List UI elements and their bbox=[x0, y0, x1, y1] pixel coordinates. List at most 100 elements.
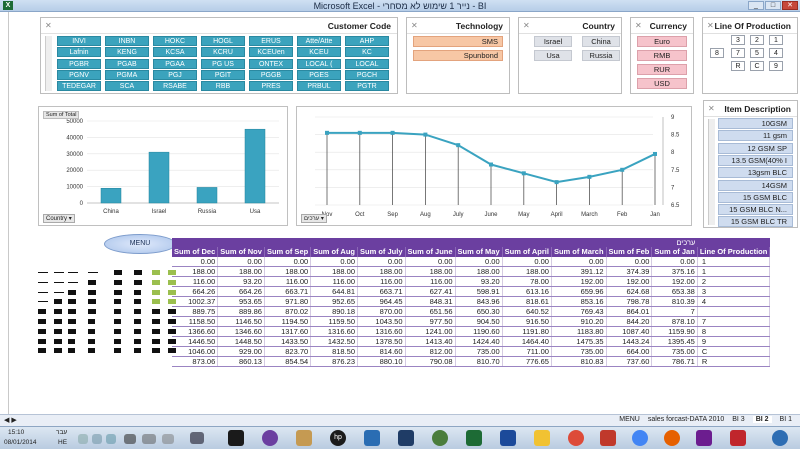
drive-icon[interactable] bbox=[534, 430, 550, 446]
slicer-item[interactable]: 15 GSM BLC bbox=[718, 191, 793, 203]
table-cell[interactable]: 598.91 bbox=[455, 286, 503, 298]
table-row[interactable]: 664.26 664.26 663.71 644.81 663.71 627.41 598.… bbox=[172, 286, 771, 298]
slicer-item[interactable]: PGIT bbox=[201, 69, 245, 80]
table-cell[interactable]: 1413.40 bbox=[405, 336, 456, 348]
slicer-item[interactable]: China bbox=[582, 36, 620, 47]
table-row[interactable]: 0.00 0.00 0.00 0.00 0.00 0.00 0.00 0.00 0.00 0.00… bbox=[172, 256, 771, 268]
table-row[interactable]: 1366.60 1346.60 1317.60 1316.60 1316.60 1241.… bbox=[172, 326, 771, 338]
clear-filter-icon[interactable]: ✕ bbox=[708, 104, 715, 113]
sheet-tab[interactable]: BI 1 bbox=[779, 416, 792, 423]
table-row[interactable]: 1158.50 1146.50 1194.50 1159.50 1043.50 977.5… bbox=[172, 316, 771, 328]
table-cell[interactable]: 853.16 bbox=[551, 296, 607, 308]
table-row[interactable]: 116.00 93.20 116.00 116.00 116.00 116.00 93.20… bbox=[172, 276, 771, 288]
app-icon[interactable] bbox=[228, 430, 244, 446]
minimize-icon[interactable]: _ bbox=[748, 1, 764, 10]
table-cell[interactable]: 1159.90 bbox=[651, 326, 698, 338]
table-cell[interactable]: 1190.60 bbox=[455, 326, 503, 338]
table-cell[interactable]: 116.00 bbox=[264, 276, 312, 288]
chart-field-tag[interactable]: Sum of Total bbox=[43, 111, 80, 119]
table-cell[interactable]: 1448.50 bbox=[217, 336, 265, 348]
table-cell[interactable]: 1 bbox=[697, 266, 771, 278]
hp-icon[interactable]: hp bbox=[330, 430, 346, 446]
slicer-item[interactable]: KCEUen bbox=[249, 47, 293, 58]
slicer-item[interactable]: TEDEGAR bbox=[57, 81, 101, 92]
slicer-item[interactable]: INVI bbox=[57, 36, 101, 46]
clear-filter-icon[interactable]: ✕ bbox=[523, 21, 530, 30]
table-cell[interactable]: 3 bbox=[697, 286, 771, 298]
slicer-item[interactable]: SMS bbox=[413, 36, 503, 47]
slicer-item[interactable]: PGMA bbox=[105, 69, 149, 80]
sheet-tab[interactable]: BI 2 bbox=[752, 416, 772, 423]
table-cell[interactable]: 848.31 bbox=[405, 296, 456, 308]
language-indicator[interactable]: HE bbox=[58, 439, 68, 446]
slicer-item[interactable]: INBN bbox=[105, 36, 149, 46]
table-cell[interactable]: 188.00 bbox=[217, 266, 265, 278]
table-cell[interactable]: 391.12 bbox=[551, 266, 607, 278]
table-cell[interactable]: 786.71 bbox=[651, 356, 698, 368]
slicer-item[interactable]: PGNV bbox=[57, 69, 101, 80]
slicer-item[interactable]: KC bbox=[345, 47, 389, 58]
connect-icon[interactable] bbox=[262, 430, 278, 446]
table-cell[interactable]: 818.50 bbox=[310, 346, 359, 358]
table-cell[interactable]: 651.56 bbox=[405, 306, 456, 318]
slicer-item[interactable]: Russia bbox=[582, 50, 620, 61]
slicer-item[interactable]: Israel bbox=[534, 36, 572, 47]
table-cell[interactable]: 188.00 bbox=[172, 266, 219, 278]
table-row[interactable]: 1446.50 1448.50 1433.50 1432.50 1378.50 1413.… bbox=[172, 336, 771, 348]
column-header[interactable]: Sum of Nov bbox=[217, 247, 265, 257]
slicer-item[interactable]: PGAA bbox=[153, 58, 197, 69]
table-cell[interactable]: 7 bbox=[651, 306, 698, 318]
calendar-icon[interactable] bbox=[364, 430, 380, 446]
slicer-item[interactable]: 14GSM bbox=[718, 179, 793, 191]
slicer-item[interactable]: 13.5 GSM(40% I bbox=[718, 154, 793, 166]
maximize-icon[interactable]: □ bbox=[765, 1, 781, 10]
table-cell[interactable]: 0.00 bbox=[264, 256, 312, 268]
column-header[interactable]: Sum of April bbox=[502, 247, 552, 257]
column-header[interactable]: Sum of March bbox=[551, 247, 607, 257]
table-cell[interactable]: 1433.50 bbox=[264, 336, 312, 348]
table-cell[interactable]: 188.00 bbox=[455, 266, 503, 278]
table-cell[interactable]: 870.02 bbox=[264, 306, 312, 318]
table-cell[interactable]: 2 bbox=[697, 276, 771, 288]
table-cell[interactable]: 0.00 bbox=[357, 256, 406, 268]
slicer-item[interactable]: RMB bbox=[637, 50, 687, 61]
table-cell[interactable]: 1424.40 bbox=[455, 336, 503, 348]
column-header[interactable]: Sum of Dec bbox=[172, 247, 219, 257]
table-cell[interactable]: 1446.50 bbox=[172, 336, 219, 348]
column-header[interactable]: Sum of May bbox=[455, 247, 503, 257]
table-cell[interactable]: 889.75 bbox=[172, 306, 219, 318]
table-cell[interactable]: 1395.45 bbox=[651, 336, 698, 348]
table-cell[interactable]: 1183.80 bbox=[551, 326, 607, 338]
table-cell[interactable]: R bbox=[697, 356, 771, 368]
table-cell[interactable]: 0.00 bbox=[502, 256, 552, 268]
slicer-item[interactable]: KENG bbox=[105, 47, 149, 58]
bar-chart[interactable]: 0 10000 20000 30000 40000 50000 China Israel Rus… bbox=[38, 106, 288, 226]
table-cell[interactable]: 650.30 bbox=[455, 306, 503, 318]
column-header-jan[interactable]: Sum of Jan bbox=[651, 247, 698, 257]
table-cell[interactable]: 711.00 bbox=[502, 346, 552, 358]
table-cell[interactable]: 664.26 bbox=[217, 286, 265, 298]
slicer-item[interactable]: KCSA bbox=[153, 47, 197, 58]
slicer-item[interactable]: SCA bbox=[105, 81, 149, 92]
table-cell[interactable]: 890.18 bbox=[310, 306, 359, 318]
table-cell[interactable]: 93.20 bbox=[217, 276, 265, 288]
media-icon[interactable] bbox=[696, 430, 712, 446]
slicer-item[interactable]: AHP bbox=[345, 36, 389, 46]
table-cell[interactable]: 952.65 bbox=[310, 296, 359, 308]
slicer-item[interactable]: Spunbond bbox=[413, 50, 503, 61]
clear-filter-icon[interactable]: ✕ bbox=[411, 21, 418, 30]
table-row[interactable]: 873.06 860.13 854.54 876.23 880.10 790.08 810.… bbox=[172, 356, 771, 368]
table-cell[interactable]: 1475.35 bbox=[551, 336, 607, 348]
table-cell[interactable]: 1046.00 bbox=[172, 346, 219, 358]
tools-icon[interactable] bbox=[296, 430, 312, 446]
table-row[interactable]: 889.75 889.86 870.02 890.18 870.00 651.56 650.… bbox=[172, 306, 771, 318]
table-cell[interactable]: 971.80 bbox=[264, 296, 312, 308]
table-cell[interactable]: 627.41 bbox=[405, 286, 456, 298]
word-icon[interactable] bbox=[500, 430, 516, 446]
slicer-item[interactable]: USD bbox=[637, 78, 687, 89]
table-cell[interactable]: 1317.60 bbox=[264, 326, 312, 338]
slicer-item[interactable]: PG US bbox=[201, 58, 245, 69]
table-cell[interactable]: 810.39 bbox=[651, 296, 698, 308]
table-cell[interactable]: 864.01 bbox=[606, 306, 653, 318]
table-cell[interactable]: 769.43 bbox=[551, 306, 607, 318]
